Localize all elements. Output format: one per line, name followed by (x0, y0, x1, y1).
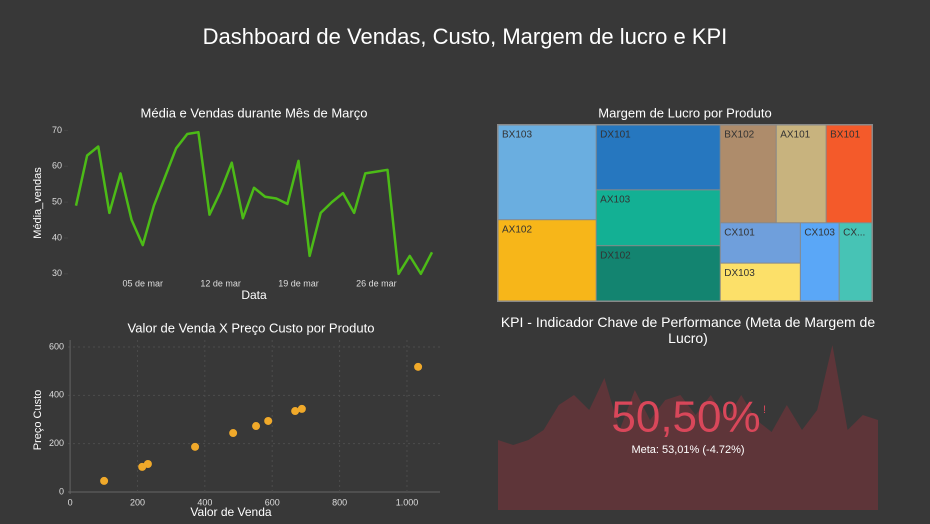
treemap-tile (720, 223, 800, 263)
line-series (74, 130, 434, 276)
scatter-point (291, 407, 300, 416)
y-tick-label: 200 (49, 438, 64, 448)
scatter-point (297, 404, 306, 413)
kpi-target: Meta: 53,01% (-4.72%) (631, 444, 744, 456)
x-axis-title: Data (241, 288, 267, 302)
tile-label: BX101 (830, 130, 860, 141)
treemap-tile (720, 263, 800, 301)
chart-title: Média e Vendas durante Mês de Março (141, 105, 368, 120)
tile-label: CX103 (804, 227, 835, 238)
y-tick-label: 70 (52, 125, 62, 135)
treemap-tile (498, 220, 596, 301)
x-tick-label: 12 de mar (200, 278, 241, 288)
tile-label: DX101 (600, 130, 631, 141)
scatter-point (252, 422, 261, 431)
x-tick-label: 19 de mar (278, 278, 319, 288)
trend-area (498, 345, 878, 510)
x-tick-label: 0 (68, 497, 73, 507)
treemap-tile (839, 223, 872, 301)
scatter-point (143, 459, 152, 468)
scatter-point (100, 476, 109, 485)
x-tick-label: 26 de mar (356, 278, 397, 288)
y-tick-label: 0 (59, 486, 64, 496)
scatter-point (191, 442, 200, 451)
x-tick-label: 1.000 (396, 497, 419, 507)
y-tick-label: 60 (52, 161, 62, 171)
tile-label: CX... (843, 227, 865, 238)
y-tick-label: 40 (52, 232, 62, 242)
tile-label: BX103 (502, 130, 532, 141)
chart-title: Valor de Venda X Preço Custo por Produto (128, 320, 375, 335)
kpi-value: 50,50% (611, 393, 760, 442)
y-tick-label: 50 (52, 196, 62, 206)
kpi-title: KPI - Indicador Chave de Performance (Me… (500, 314, 876, 346)
scatter-point (229, 429, 238, 438)
treemap-tile (800, 223, 839, 301)
treemap-tile (596, 246, 720, 301)
kpi-alert: ! (763, 404, 766, 416)
x-tick-label: 200 (130, 497, 145, 507)
x-tick-label: 800 (332, 497, 347, 507)
treemap-tile (720, 125, 776, 223)
treemap-tile (596, 190, 720, 246)
scatter-point (264, 416, 273, 425)
tile-label: AX101 (780, 130, 810, 141)
x-axis-title: Valor de Venda (190, 505, 272, 519)
x-tick-label: 05 de mar (122, 278, 163, 288)
tile-label: DX103 (724, 268, 755, 279)
tile-label: AX102 (502, 224, 532, 235)
x-tick-label: 400 (197, 497, 212, 507)
tile-label: DX102 (600, 250, 631, 261)
treemap-tile (498, 125, 596, 220)
tile-label: CX101 (724, 227, 755, 238)
treemap-tile (596, 125, 720, 190)
page-title: Dashboard de Vendas, Custo, Margem de lu… (203, 24, 728, 49)
scatter-point (414, 362, 423, 371)
y-axis-title: Média_vendas (32, 167, 44, 239)
treemap-tile (776, 125, 826, 223)
tile-label: BX102 (724, 130, 754, 141)
treemap-tile (826, 125, 872, 223)
x-tick-label: 600 (265, 497, 280, 507)
chart-title: Margem de Lucro por Produto (598, 105, 771, 120)
tile-label: AX103 (600, 195, 630, 206)
y-tick-label: 400 (49, 390, 64, 400)
y-tick-label: 30 (52, 268, 62, 278)
y-axis-title: Preço Custo (32, 390, 44, 451)
y-tick-label: 600 (49, 341, 64, 351)
